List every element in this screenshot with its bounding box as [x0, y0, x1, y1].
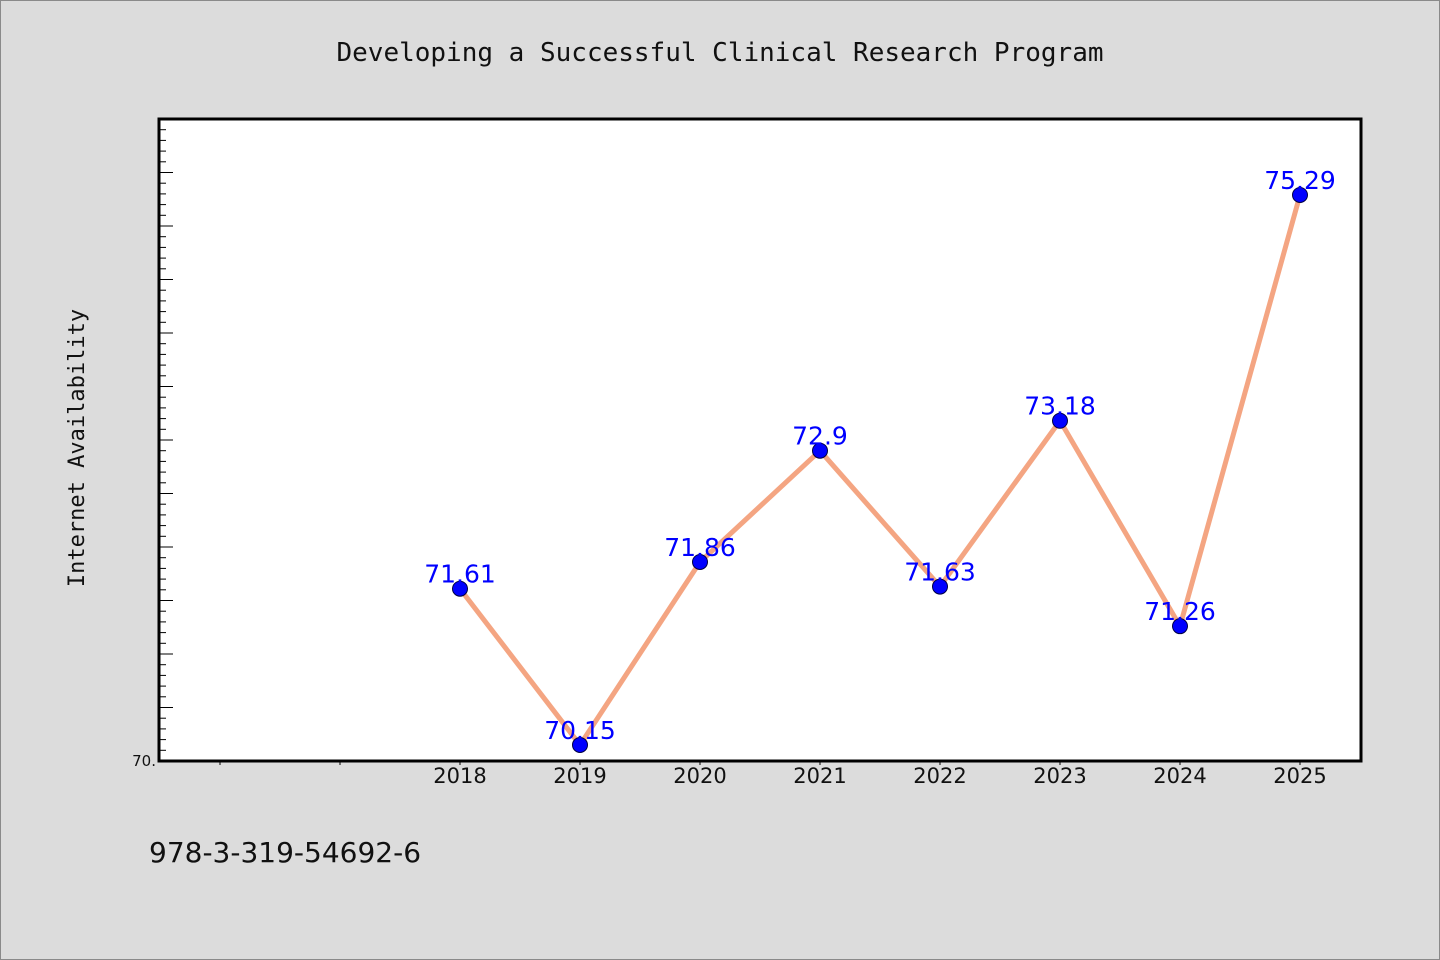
- x-tick-label: 2025: [1273, 764, 1326, 788]
- data-point: [1292, 186, 1308, 203]
- tick-marks: 70. 2018 2019 2020 2021 2022 2023 2024 2025: [132, 118, 1327, 788]
- data-label: 71.61: [424, 560, 496, 589]
- data-point: [572, 736, 588, 753]
- data-label: 71.26: [1144, 597, 1216, 626]
- data-label: 72.9: [792, 422, 848, 451]
- x-tick-label: 2023: [1033, 764, 1086, 788]
- data-labels: 71.61 70.15 71.86 72.9 71.63 73.18 71.26 75.29: [424, 166, 1336, 745]
- plot-border: [157, 117, 1363, 763]
- data-label: 71.63: [904, 558, 976, 587]
- data-point: [932, 578, 948, 595]
- data-point: [452, 580, 468, 597]
- x-tick-label: 2024: [1153, 764, 1206, 788]
- data-label: 71.86: [664, 533, 736, 562]
- y-axis-label: Internet Availability: [65, 309, 90, 587]
- data-label: 73.18: [1024, 392, 1096, 421]
- data-label: 75.29: [1264, 166, 1336, 195]
- data-point: [1172, 618, 1188, 635]
- plot-area: [159, 119, 1361, 761]
- x-tick-label: 2018: [433, 764, 486, 788]
- x-tick-label: 2020: [673, 764, 726, 788]
- chart-title: Developing a Successful Clinical Researc…: [336, 38, 1103, 68]
- series-line: [457, 192, 1303, 748]
- x-tick-label: 2019: [553, 764, 606, 788]
- data-point: [812, 442, 828, 459]
- y-tick-label: 70.: [132, 752, 156, 770]
- data-point: [692, 553, 708, 570]
- data-label: 70.15: [544, 716, 616, 745]
- x-tick-label: 2022: [913, 764, 966, 788]
- footer-isbn: 978-3-319-54692-6: [149, 836, 421, 869]
- data-point: [1052, 412, 1068, 429]
- series-layer: [452, 186, 1308, 753]
- x-tick-label: 2021: [793, 764, 846, 788]
